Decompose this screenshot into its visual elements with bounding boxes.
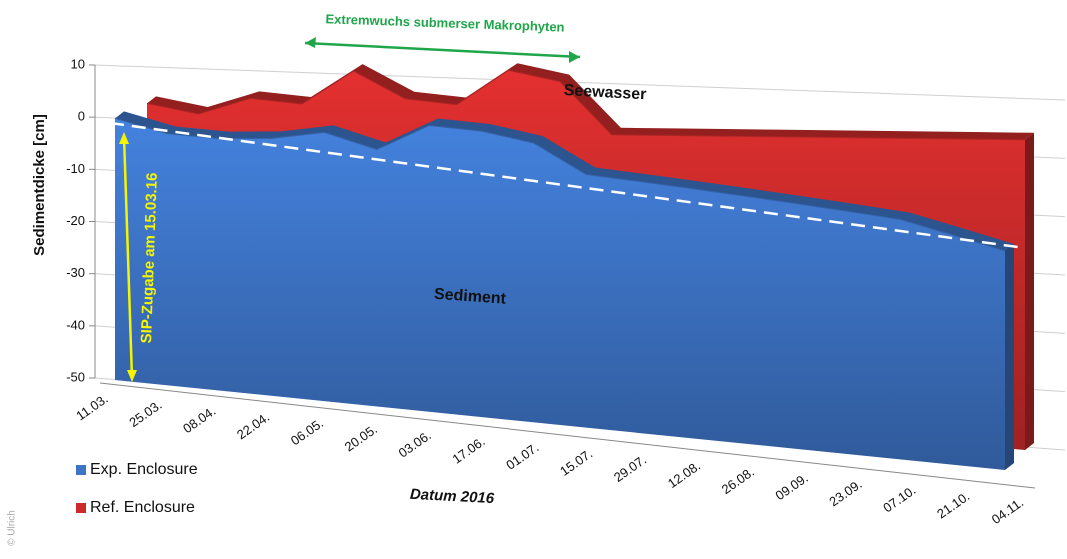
y-axis-title: Sedimentdicke [cm] (31, 114, 48, 256)
arrow-head (305, 37, 316, 48)
copyright: © Ulrich (7, 510, 18, 546)
arrow-head (127, 370, 137, 382)
annotation: Seewasser (563, 82, 647, 103)
legend-swatch (76, 503, 86, 513)
y-tick-label: -10 (66, 161, 85, 176)
y-tick-label: 0 (78, 109, 85, 124)
legend-swatch (76, 465, 86, 475)
annotation: SIP-Zugabe am 15.03.16 (138, 172, 161, 343)
x-axis (99, 382, 1036, 489)
area-edge (114, 117, 1006, 252)
area-side-face (1005, 244, 1014, 470)
y-tick-label: -50 (66, 369, 85, 384)
y-tick-label: 10 (71, 56, 85, 71)
area-edge (146, 69, 1026, 141)
x-axis-title: Datum 2016 (410, 486, 496, 507)
growth-arrow (304, 41, 581, 59)
area-side-face (1025, 132, 1034, 451)
arrow-head (119, 132, 129, 144)
sip-arrow (122, 135, 134, 379)
legend-label: Exp. Enclosure (90, 461, 198, 478)
area-front-face (115, 118, 1005, 470)
arrow-head (569, 51, 580, 63)
y-tick-label: -40 (66, 317, 85, 332)
area-top-face (147, 63, 1034, 140)
legend-label: Ref. Enclosure (90, 499, 195, 516)
y-tick-label: -20 (66, 213, 85, 228)
y-tick-label: -30 (66, 265, 85, 280)
annotation: Sediment (434, 286, 508, 308)
grid-line (94, 64, 1066, 101)
